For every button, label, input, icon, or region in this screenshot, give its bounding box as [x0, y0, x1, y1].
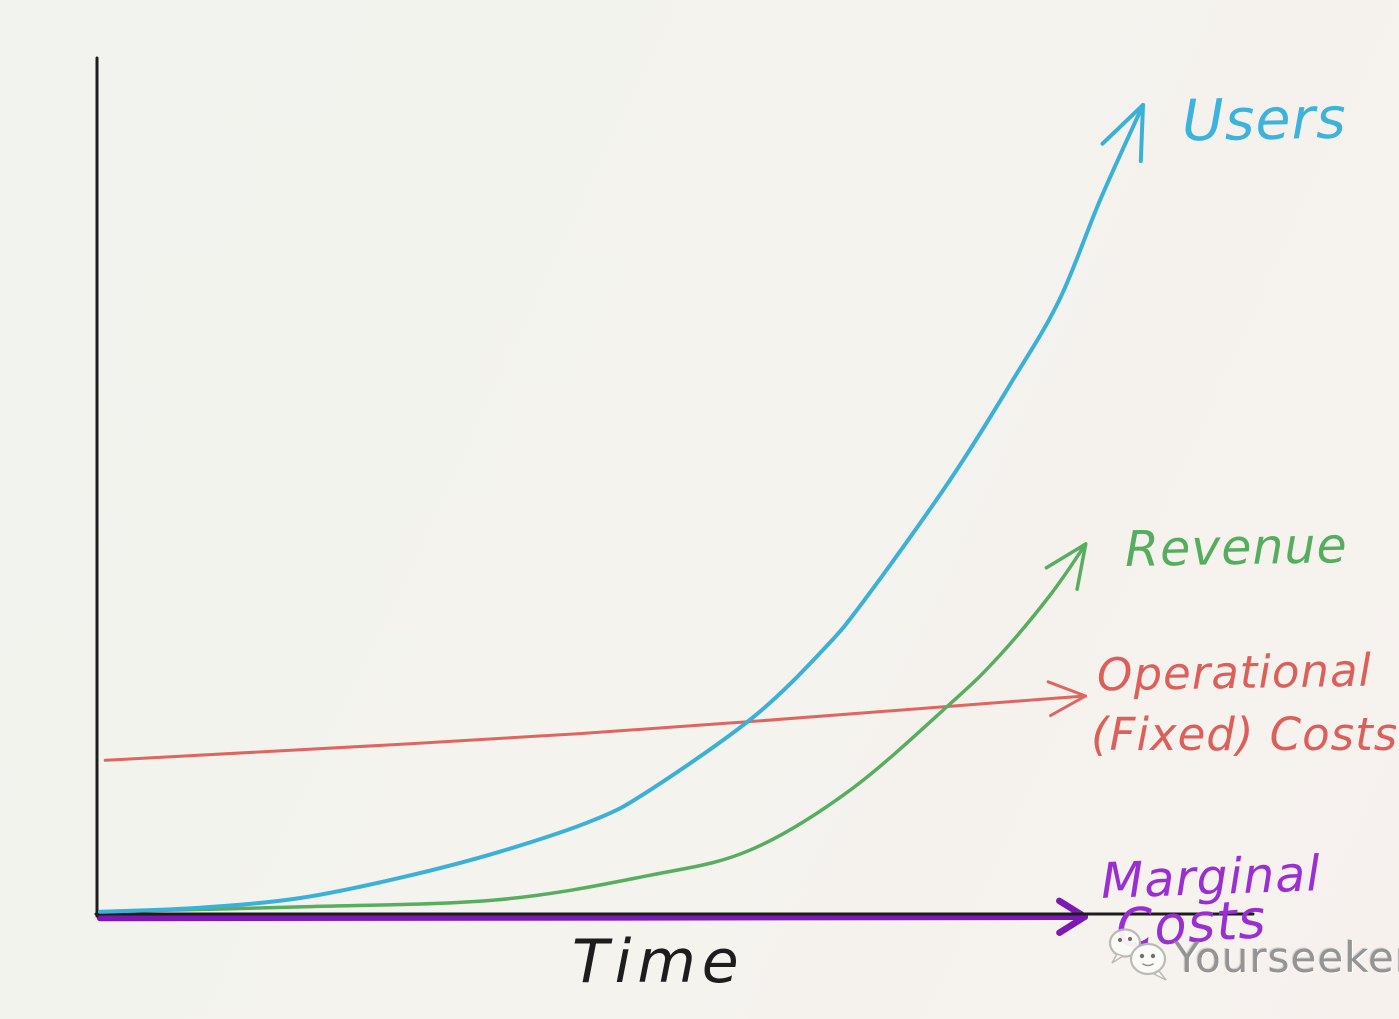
series-line-revenue	[98, 542, 1088, 914]
series-label-revenue: Revenue	[1124, 517, 1349, 578]
wechat-icon	[1108, 926, 1172, 988]
arrowhead	[1046, 680, 1087, 717]
series-label-operational-costs-line1: Operational	[1096, 643, 1373, 702]
arrowhead	[1044, 542, 1088, 591]
series-line-users	[98, 103, 1145, 914]
axes	[94, 56, 1255, 918]
series-label-users: Users	[1181, 85, 1348, 155]
watermark: Yourseeker	[1108, 926, 1399, 988]
watermark-text: Yourseeker	[1174, 932, 1399, 982]
arrowhead	[1100, 103, 1145, 163]
x-axis-label: Time	[572, 927, 745, 997]
series-label-operational-costs-line2: (Fixed) Costs	[1091, 708, 1399, 761]
series-line-operational-fixed-costs	[103, 680, 1087, 762]
